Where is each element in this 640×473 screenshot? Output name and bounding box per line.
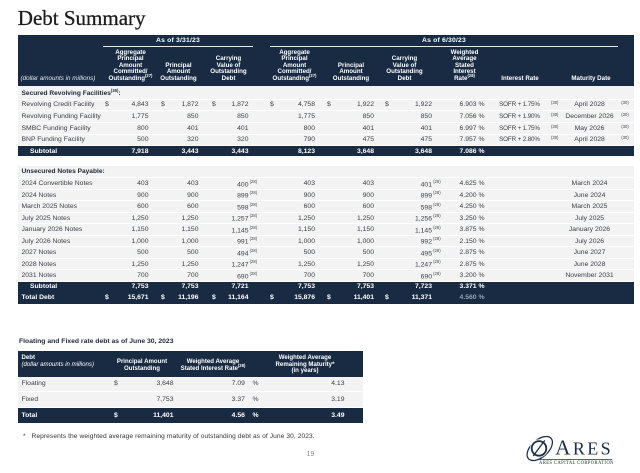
svg-text:ARES CAPITAL CORPORATION: ARES CAPITAL CORPORATION [539, 461, 614, 466]
svg-text:ARES: ARES [555, 436, 613, 460]
